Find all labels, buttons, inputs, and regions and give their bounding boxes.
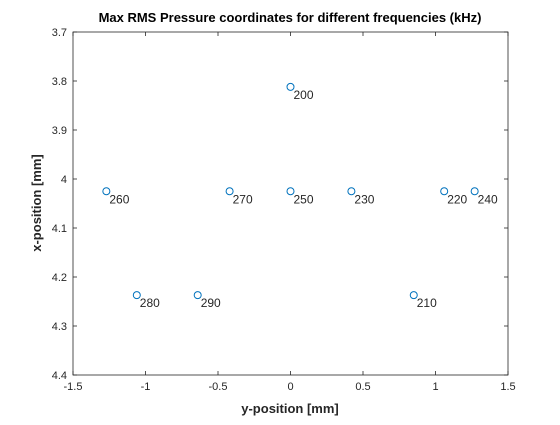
data-label: 210 xyxy=(417,296,437,310)
data-point xyxy=(440,187,449,196)
y-tick-label: 3.9 xyxy=(52,125,67,137)
y-tick-label: 4.1 xyxy=(52,223,67,235)
data-label: 200 xyxy=(294,88,314,102)
data-point xyxy=(193,291,202,300)
y-tick-label: 4 xyxy=(61,174,67,186)
data-label: 250 xyxy=(294,192,314,206)
data-points: 200 260 270 250 230 220 240 280 290 210 xyxy=(102,82,498,310)
x-tick-label: 0.5 xyxy=(355,381,370,393)
data-label: 230 xyxy=(354,192,374,206)
data-point xyxy=(409,291,418,300)
data-point xyxy=(132,291,141,300)
x-axis-label: y-position [mm] xyxy=(241,401,339,416)
plot-frame xyxy=(72,31,509,376)
data-label: 270 xyxy=(233,192,253,206)
y-tick-label: 3.7 xyxy=(52,27,67,39)
data-label: 260 xyxy=(109,192,129,206)
data-label: 220 xyxy=(447,192,467,206)
data-label: 290 xyxy=(201,296,221,310)
y-tick-label: 3.8 xyxy=(52,76,67,88)
x-axis-ticks: -1.5 -1 -0.5 0 0.5 1 1.5 xyxy=(64,32,516,393)
x-tick-label: 1.5 xyxy=(500,381,515,393)
data-point xyxy=(102,187,111,196)
x-tick-label: 0 xyxy=(287,381,293,393)
x-tick-label: -1.5 xyxy=(64,381,83,393)
y-tick-label: 4.4 xyxy=(52,370,67,382)
data-label: 240 xyxy=(478,192,498,206)
data-label: 280 xyxy=(140,296,160,310)
plot-area xyxy=(73,32,508,375)
data-point xyxy=(286,82,295,91)
chart-title: Max RMS Pressure coordinates for differe… xyxy=(99,10,482,25)
y-axis-ticks: 3.7 3.8 3.9 4 4.1 4.2 4.3 4.4 xyxy=(52,27,508,382)
x-tick-label: -0.5 xyxy=(209,381,228,393)
y-tick-label: 4.2 xyxy=(52,272,67,284)
x-tick-label: 1 xyxy=(432,381,438,393)
data-point xyxy=(225,187,234,196)
data-point xyxy=(470,187,479,196)
y-tick-label: 4.3 xyxy=(52,321,67,333)
y-axis-label: x-position [mm] xyxy=(29,154,44,252)
data-point xyxy=(286,187,295,196)
x-tick-label: -1 xyxy=(141,381,151,393)
data-point xyxy=(347,187,356,196)
